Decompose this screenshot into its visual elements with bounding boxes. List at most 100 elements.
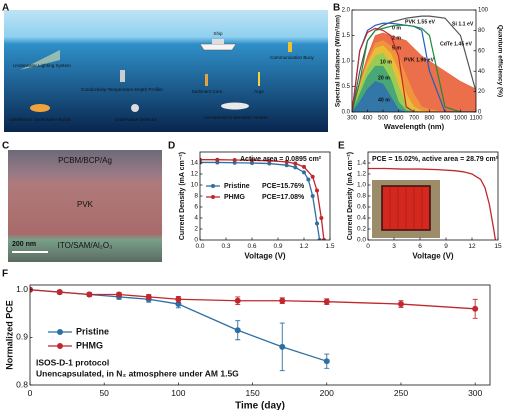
label: PCBM/BCP/Ag (58, 156, 112, 165)
marker (267, 161, 272, 166)
label: 2.0 (342, 8, 351, 14)
label: 150 (245, 388, 259, 398)
marker (306, 177, 311, 182)
marker (250, 158, 254, 163)
label: 12 (468, 243, 476, 250)
label: 0.9 (273, 243, 282, 250)
marker (315, 221, 319, 226)
label: 100 (171, 388, 185, 398)
marker (279, 343, 286, 350)
label: 1.5 (325, 243, 334, 250)
label: Spectral Irradiance (W/m²/nm) (335, 15, 342, 107)
label: F (2, 269, 8, 280)
label: ISOS-D-1 protocol (36, 357, 109, 367)
marker (302, 164, 306, 169)
marker (293, 161, 298, 166)
label: ITO/SAM/Al₂O₃ (58, 241, 113, 250)
label: CdTe 1.45 eV (440, 41, 472, 47)
marker (86, 291, 93, 298)
label: Wavelength (nm) (384, 122, 445, 131)
label: 300 (468, 388, 482, 398)
marker (215, 157, 220, 162)
label: 0.2 (357, 226, 366, 233)
label: 5 m (392, 45, 401, 51)
label: PCE = 15.02%, active area = 28.79 cm² (372, 156, 499, 163)
label: 60 (478, 48, 485, 54)
legend-marker (57, 343, 63, 349)
series-line (200, 159, 325, 240)
label: 4 (194, 215, 198, 222)
label: 1.2 (299, 243, 308, 250)
label: 8 (194, 193, 198, 200)
marker (200, 157, 202, 162)
marker (232, 160, 237, 165)
cross-section (8, 150, 162, 262)
ship-icon (199, 43, 237, 51)
label: Voltage (V) (412, 251, 454, 260)
label: Ship (213, 31, 223, 36)
marker (310, 174, 315, 179)
legend-marker (211, 195, 215, 199)
label: 1.0 (16, 284, 28, 294)
label: PHMG (76, 340, 103, 350)
label: 200 (320, 388, 334, 398)
label: Unencapsulated, in N₂ atmosphere under A… (36, 368, 239, 378)
label: 0.0 (342, 110, 351, 116)
label: 15 (494, 243, 502, 250)
label: 20 (478, 89, 485, 95)
marker (472, 305, 479, 312)
marker (293, 165, 298, 170)
label: 0 (366, 243, 370, 250)
series-line (200, 161, 321, 240)
label: C (2, 141, 9, 152)
label: 3 (392, 243, 396, 250)
label: Current Density (mA cm⁻²) (179, 152, 186, 240)
label: 10 m (380, 59, 392, 65)
label: 12 (191, 171, 199, 178)
chart (351, 9, 477, 113)
label: 0 (28, 388, 33, 398)
label: B (333, 3, 340, 14)
label: 1.0 (357, 182, 366, 189)
marker (284, 163, 289, 168)
label: E (338, 141, 345, 152)
label: 250 (394, 388, 408, 398)
label: PVK 1.55 eV (405, 19, 436, 25)
marker (323, 358, 330, 365)
label: 0 (478, 110, 482, 116)
label: Underwater Detector (115, 117, 158, 122)
label: 0 (194, 237, 198, 244)
marker (234, 327, 241, 334)
label: 100 (478, 8, 489, 14)
label: 600 (393, 116, 404, 122)
marker (310, 194, 315, 198)
marker (56, 289, 63, 296)
label: Underwater Lighting System (13, 63, 71, 68)
series-line (30, 289, 476, 310)
marker (321, 238, 326, 240)
label: 400 (362, 116, 373, 122)
marker (175, 296, 182, 303)
plot-frame (29, 284, 491, 386)
label: 6 (418, 243, 422, 250)
label: 10 (191, 182, 199, 189)
marker (232, 157, 237, 162)
label: PVK 1.96 eV (404, 57, 435, 63)
label: 1.5 (342, 33, 351, 39)
label: 40 m (378, 97, 390, 103)
marker (267, 158, 272, 163)
uuv-icon (221, 102, 249, 110)
marker (397, 301, 404, 308)
label: Time (day) (235, 400, 285, 410)
label: 1.4 (357, 160, 366, 167)
label: PCE=15.76% (262, 183, 305, 190)
label: 0.4 (357, 215, 366, 222)
label: Communication Buoy (270, 55, 314, 60)
label: PHMG (224, 194, 246, 201)
ctd-icon (120, 70, 125, 82)
marker (215, 160, 220, 165)
marker (317, 238, 322, 240)
label: 1100 (470, 116, 484, 122)
plot-area (200, 157, 326, 240)
